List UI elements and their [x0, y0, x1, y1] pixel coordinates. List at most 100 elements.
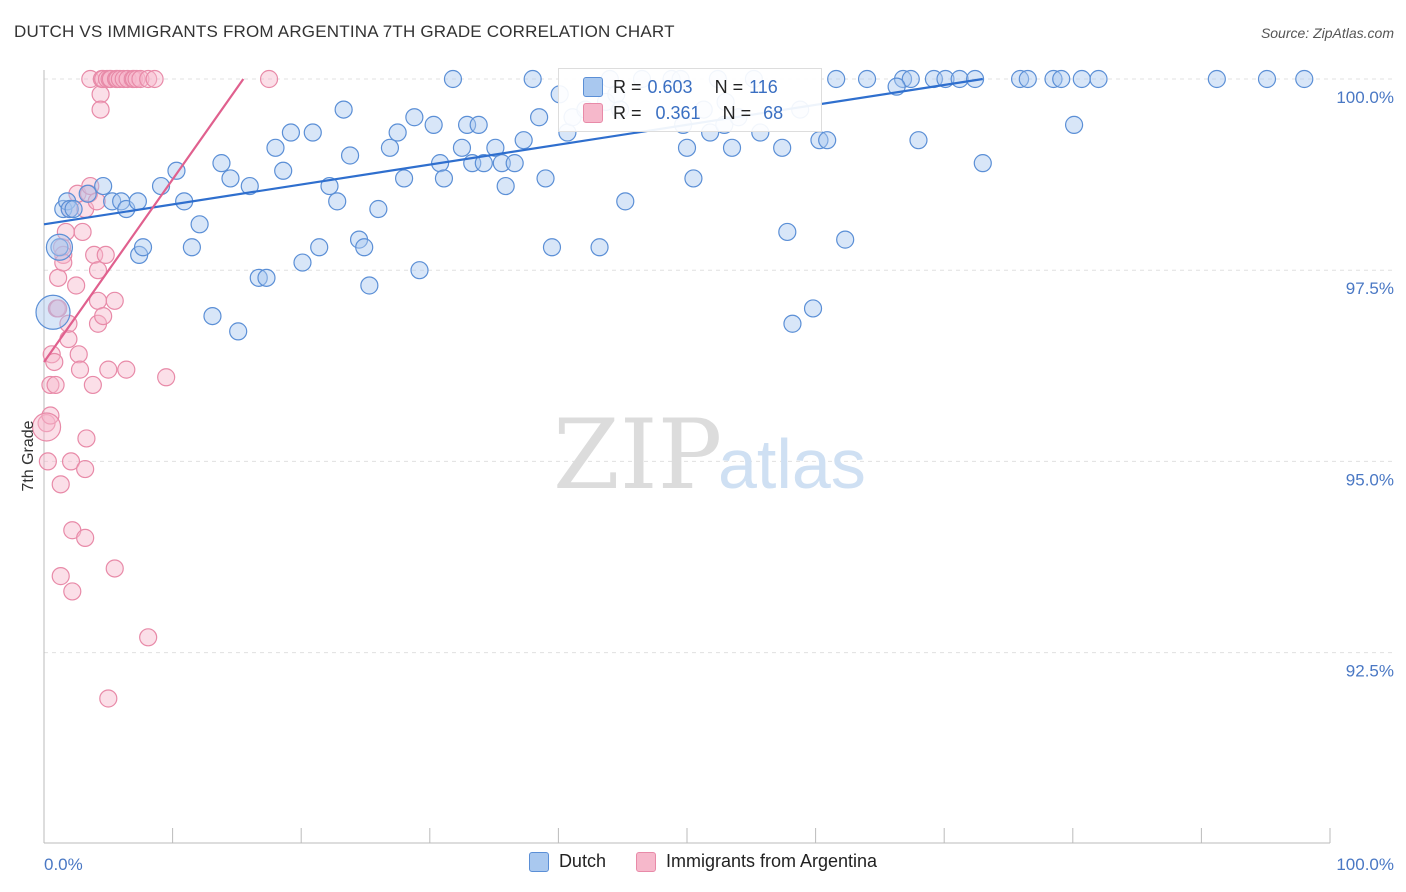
dutch-point [469, 115, 488, 134]
legend-item-argentina[interactable]: Immigrants from Argentina [635, 851, 878, 872]
dutch-point [182, 238, 201, 257]
y-tick-labels: 100.0% 97.5% 95.0% 92.5% [1336, 88, 1394, 681]
legend-n-label: N = [714, 76, 744, 97]
dutch-point [496, 176, 515, 196]
argentina-point [63, 582, 82, 601]
dutch-point [542, 238, 562, 257]
argentina-point [88, 261, 108, 280]
legend-row-dutch: R = 0.603 N = 116 [583, 75, 778, 99]
dutch-point [410, 261, 429, 280]
series-legend: Dutch Immigrants from Argentina [0, 851, 1406, 872]
dutch-point [836, 230, 855, 249]
argentina-point [94, 306, 113, 326]
legend-r-label: R = [613, 102, 642, 123]
argentina-point [99, 360, 118, 379]
dutch-point [818, 131, 837, 150]
legend-n-label: N = [722, 102, 752, 123]
dutch-point [249, 268, 268, 287]
argentina-point [139, 628, 158, 647]
dutch-point [684, 169, 703, 188]
dutch-point [240, 176, 259, 196]
dutch-point [340, 146, 360, 165]
dutch-swatch [583, 77, 603, 97]
argentina-swatch [583, 103, 603, 123]
dutch-point [434, 169, 454, 188]
dutch-point [221, 169, 240, 188]
dutch-point [1064, 115, 1084, 134]
dutch-point [616, 192, 635, 211]
dutch-point [303, 123, 322, 142]
argentina-point [51, 567, 70, 586]
dutch-point [212, 154, 231, 173]
argentina-point [70, 360, 90, 379]
argentina-point [259, 69, 279, 89]
argentina-point [69, 345, 88, 364]
legend-row-argentina: R = 0.361 N = 68 [583, 101, 783, 125]
dutch-point [773, 138, 792, 157]
y-tick-label: 95.0% [1346, 470, 1394, 489]
legend-n-value: 68 [763, 102, 784, 123]
argentina-point [99, 689, 118, 708]
dutch-point [274, 161, 293, 180]
dutch-point [492, 154, 511, 173]
argentina-point [41, 375, 60, 395]
legend-item-label: Immigrants from Argentina [665, 851, 878, 871]
dutch-point [310, 238, 329, 257]
dutch-point [514, 131, 533, 150]
legend-r-label: R = [613, 76, 642, 97]
legend-item-dutch[interactable]: Dutch [528, 851, 606, 872]
argentina-point [67, 276, 86, 295]
argentina-point [31, 412, 62, 442]
dutch-point [355, 238, 374, 257]
dutch-point [909, 131, 928, 150]
dutch-point [1257, 69, 1277, 89]
dutch-point [369, 199, 388, 219]
dutch-point [1044, 69, 1063, 89]
dutch-point [783, 314, 802, 333]
dutch-point [677, 138, 697, 157]
dutch-point [474, 154, 493, 173]
dutch-point [443, 69, 463, 89]
argentina-trend-line [43, 78, 245, 363]
dutch-point [1207, 69, 1226, 89]
dutch-point [35, 294, 71, 330]
dutch-point [530, 108, 549, 127]
dutch-point [803, 299, 823, 318]
argentina-point [45, 352, 64, 372]
dutch-point [950, 69, 969, 89]
dutch-point [94, 176, 113, 196]
argentina-point [73, 222, 92, 242]
dutch-point [50, 238, 69, 257]
dutch-point [394, 169, 414, 188]
dutch-trend-line [43, 77, 983, 226]
trend-lines [43, 77, 983, 363]
argentina-point [76, 459, 95, 479]
dutch-point [78, 184, 97, 203]
argentina-point [91, 100, 110, 119]
argentina-point [105, 291, 124, 310]
y-tick-label: 100.0% [1336, 88, 1394, 107]
dutch-point [45, 233, 74, 261]
y-axis-label: 7th Grade [20, 420, 37, 491]
y-tick-label: 97.5% [1346, 279, 1394, 298]
argentina-point [51, 475, 70, 494]
dutch-point [1010, 69, 1030, 89]
dutch-point [334, 100, 353, 119]
dutch-point [523, 69, 542, 89]
chart-title: DUTCH VS IMMIGRANTS FROM ARGENTINA 7TH G… [14, 22, 675, 41]
argentina-point [145, 69, 164, 89]
grid-lines [44, 78, 1394, 654]
dutch-point [128, 192, 147, 211]
dutch-point [190, 215, 209, 234]
source-label: Source: ZipAtlas.com [1260, 25, 1394, 41]
dutch-point [380, 138, 400, 157]
dutch-point [1072, 69, 1091, 89]
dutch-point [1089, 69, 1108, 89]
dutch-point [133, 238, 153, 257]
argentina-point [117, 360, 136, 379]
legend-n-value: 116 [749, 76, 778, 97]
dutch-point [293, 253, 312, 272]
y-tick-label: 92.5% [1346, 662, 1394, 681]
legend-item-label: Dutch [558, 851, 606, 871]
